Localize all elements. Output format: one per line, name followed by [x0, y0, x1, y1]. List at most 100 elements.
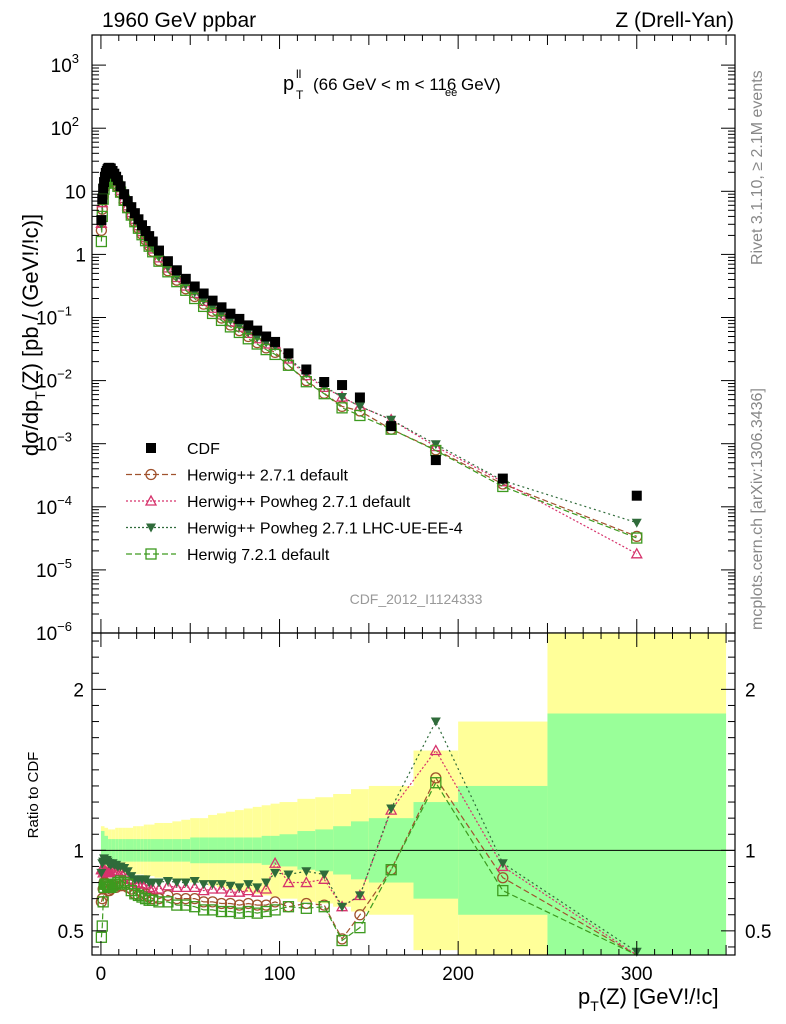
main-point-herwig-7-2-1-default	[354, 409, 366, 422]
legend-entry: CDF	[187, 441, 220, 458]
main-point-herwig-7-2-1-default	[197, 300, 210, 313]
main-line-herwig-powheg-2-7-1-lhc-ue-ee-4	[100, 169, 637, 524]
main-point-cdf	[153, 245, 164, 256]
main-point-cdf	[252, 325, 263, 336]
main-point-cdf	[243, 320, 254, 331]
ratio-ytick-label-right: 2	[745, 680, 756, 701]
main-point-cdf	[497, 473, 508, 484]
mcplots-label: mcplots.cern.ch [arXiv:1306.3436]	[749, 388, 766, 630]
main-point-cdf	[119, 189, 130, 200]
main-ytick-label: 10−5	[36, 556, 72, 582]
main-point-cdf	[283, 348, 294, 359]
main-point-cdf	[301, 364, 312, 375]
ratio-point-herwig-powheg-2-7-1-lhc-ue-ee-4	[189, 876, 200, 886]
ratio-point-herwig-powheg-2-7-1-lhc-ue-ee-4	[147, 878, 158, 888]
main-point-cdf	[133, 214, 144, 225]
main-point-herwig-7-2-1-default	[206, 307, 219, 320]
ratio-point-herwig-7-2-1-default	[215, 905, 228, 918]
main-point-herwig-7-2-1-default	[631, 532, 643, 544]
main-ytick-label: 10−4	[36, 493, 72, 519]
main-plot-ylabel: dσ/dpT(Z) [pb / (GeV!/!c)]	[18, 214, 48, 456]
ratio-point-herwig-powheg-2-7-1-default	[206, 882, 219, 894]
main-ytick-label: 103	[51, 51, 79, 77]
analysis-watermark: CDF_2012_I1124333	[350, 591, 483, 607]
ratio-point-herwig-powheg-2-7-1-default	[268, 856, 282, 868]
ratio-ylabel: Ratio to CDF	[25, 752, 42, 839]
ratio-point-herwig-powheg-2-7-1-default	[215, 882, 228, 894]
main-line-herwig-7-2-1-default	[100, 174, 638, 539]
main-point-cdf	[354, 392, 365, 403]
main-point-cdf	[98, 183, 109, 194]
main-point-herwig-7-2-1-default	[215, 314, 228, 327]
main-plot-title: p ll T (66 GeV < m < 116 GeV) ee	[283, 67, 501, 102]
main-point-cdf	[137, 220, 148, 231]
main-point-herwig-powheg-2-7-1-default	[282, 352, 295, 364]
main-ytick-label: 10−3	[36, 430, 72, 456]
legend: CDF Herwig++ 2.7.1 default Herwig++ Powheg…	[126, 441, 463, 564]
header-energy: 1960 GeV ppbar	[102, 9, 256, 32]
ratio-point-herwig-powheg-2-7-1-default	[242, 884, 255, 896]
ratio-point-herwig-powheg-2-7-1-default	[152, 882, 166, 894]
ratio-point-herwig-2-7-1-default	[233, 899, 246, 911]
ratio-point-herwig-powheg-2-7-1-default	[188, 881, 201, 893]
ratio-point-herwig-powheg-2-7-1-default	[170, 881, 183, 893]
ratio-point-herwig-7-2-1-default	[354, 921, 366, 934]
ratio-point-herwig-7-2-1-default	[162, 896, 174, 908]
main-point-cdf	[337, 380, 348, 391]
legend-marker	[145, 548, 157, 560]
xtick-label: 0	[96, 964, 107, 985]
main-ytick-label: 10	[65, 182, 86, 203]
main-point-cdf	[144, 231, 155, 242]
main-point-herwig-7-2-1-default	[336, 402, 348, 414]
ratio-point-herwig-powheg-2-7-1-lhc-ue-ee-4	[180, 878, 191, 888]
ratio-point-herwig-powheg-2-7-1-default	[251, 885, 264, 897]
legend-entry: Herwig++ 2.7.1 default	[187, 468, 349, 485]
main-point-herwig-powheg-2-7-1-lhc-ue-ee-4	[386, 415, 397, 425]
main-point-cdf	[97, 194, 108, 205]
ratio-point-herwig-7-2-1-default	[224, 905, 237, 918]
legend-entry: Herwig++ Powheg 2.7.1 default	[187, 494, 411, 511]
ratio-point-herwig-powheg-2-7-1-default	[233, 885, 246, 897]
main-point-herwig-7-2-1-default	[95, 235, 108, 248]
main-point-cdf	[96, 215, 107, 226]
ratio-point-herwig-7-2-1-default	[139, 893, 152, 905]
main-point-cdf	[112, 175, 123, 186]
ratio-point-herwig-powheg-2-7-1-lhc-ue-ee-4	[430, 717, 441, 727]
main-point-herwig-7-2-1-default	[300, 376, 312, 388]
main-point-herwig-powheg-2-7-1-default	[300, 369, 313, 381]
title-variable: p	[283, 73, 294, 95]
ratio-point-herwig-powheg-2-7-1-lhc-ue-ee-4	[153, 878, 164, 888]
main-point-cdf	[189, 281, 200, 292]
ratio-point-herwig-powheg-2-7-1-lhc-ue-ee-4	[283, 870, 294, 880]
ratio-point-herwig-2-7-1-default	[269, 896, 281, 908]
ratio-ytick-label-right: 1	[745, 841, 756, 862]
xlabel-text: pT(Z) [GeV!/!c]	[578, 984, 719, 1014]
ratio-point-herwig-powheg-2-7-1-default	[179, 881, 192, 893]
ratio-point-herwig-7-2-1-default	[132, 889, 145, 902]
ratio-point-herwig-7-2-1-default	[430, 777, 442, 789]
ratio-point-herwig-7-2-1-default	[153, 896, 165, 908]
ratio-plot-frame	[91, 632, 736, 956]
ratio-point-herwig-powheg-2-7-1-lhc-ue-ee-4	[301, 867, 312, 877]
main-point-herwig-powheg-2-7-1-default	[630, 547, 643, 559]
main-point-cdf	[225, 308, 236, 319]
title-superscript: ll	[296, 67, 301, 81]
ratio-point-herwig-powheg-2-7-1-lhc-ue-ee-4	[243, 880, 254, 890]
ratio-point-herwig-powheg-2-7-1-lhc-ue-ee-4	[270, 868, 281, 878]
main-point-cdf	[216, 302, 227, 313]
ratio-point-herwig-2-7-1-default	[251, 899, 263, 911]
ylabel-text: dσ/dpT(Z) [pb / (GeV!/!c)]	[18, 214, 48, 456]
ratio-point-herwig-2-7-1-default	[497, 872, 509, 884]
ratio-point-herwig-7-2-1-default	[180, 899, 192, 911]
ratio-point-herwig-7-2-1-default	[260, 905, 272, 918]
ratio-ytick-label-right: 0.5	[745, 922, 771, 943]
ratio-plot-axes: 0 100 200 300 0.5 0.5 1 1 2 2	[58, 633, 771, 985]
ratio-point-herwig-7-2-1-default	[497, 884, 509, 897]
ratio-point-herwig-7-2-1-default	[136, 891, 148, 903]
main-point-cdf	[270, 336, 281, 347]
main-point-cdf	[122, 196, 133, 207]
ratio-point-herwig-7-2-1-default	[300, 902, 312, 914]
ratio-point-herwig-2-7-1-default	[215, 897, 228, 910]
